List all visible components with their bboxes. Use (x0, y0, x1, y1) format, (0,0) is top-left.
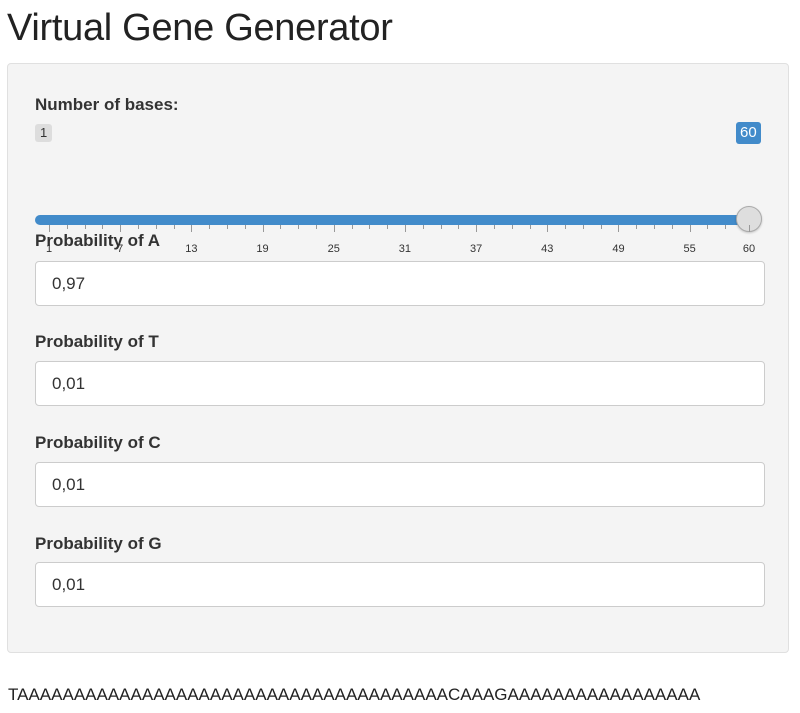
slider-major-tick (262, 225, 264, 232)
slider-minor-tick (84, 225, 86, 229)
bases-slider[interactable]: 1 60 1 7 13 19 25 31 37 43 49 55 60 (35, 122, 765, 255)
slider-minor-tick (137, 225, 139, 229)
gene-sequence-output: TAAAAAAAAAAAAAAAAAAAAAAAAAAAAAAAAAAAAAAC… (8, 685, 701, 704)
slider-minor-tick (298, 225, 300, 229)
slider-tick-label: 31 (398, 243, 412, 255)
slider-minor-tick (600, 225, 602, 229)
bases-slider-label: Number of bases: (35, 95, 179, 114)
input-panel: Number of bases: 1 60 1 7 13 19 25 31 37 43 49 55… (7, 63, 789, 653)
prob-c-input[interactable] (35, 462, 765, 507)
prob-g-label: Probability of G (35, 534, 162, 553)
page-title: Virtual Gene Generator (7, 7, 393, 49)
slider-minor-tick (636, 225, 638, 229)
slider-minor-tick (173, 225, 175, 229)
slider-tick-label: 1 (45, 243, 53, 255)
slider-tick-label: 37 (469, 243, 483, 255)
slider-major-tick (333, 225, 335, 232)
slider-major-tick (618, 225, 620, 232)
slider-minor-tick (707, 225, 709, 229)
slider-major-tick (49, 225, 50, 232)
prob-a-input[interactable] (35, 261, 765, 306)
prob-t-input[interactable] (35, 361, 765, 406)
slider-tick-label: 60 (742, 243, 756, 255)
slider-minor-tick (725, 225, 727, 229)
slider-minor-tick (458, 225, 460, 229)
slider-minor-tick (582, 225, 584, 229)
slider-minor-tick (226, 225, 228, 229)
slider-minor-tick (671, 225, 673, 229)
slider-value-badge: 60 (736, 122, 761, 144)
slider-minor-tick (280, 225, 282, 229)
slider-minor-tick (654, 225, 656, 229)
slider-major-tick (191, 225, 193, 232)
prob-g-input[interactable] (35, 562, 765, 607)
slider-minor-tick (209, 225, 211, 229)
prob-t-label: Probability of T (35, 332, 159, 351)
slider-tick-label: 43 (541, 243, 554, 255)
slider-major-tick (404, 225, 406, 232)
slider-minor-tick (529, 225, 531, 229)
slider-minor-tick (244, 225, 246, 229)
slider-minor-tick (315, 225, 317, 229)
prob-c-label: Probability of C (35, 433, 161, 452)
slider-minor-tick (440, 225, 442, 229)
slider-minor-tick (422, 225, 424, 229)
slider-tick-label: 55 (683, 243, 696, 255)
slider-major-tick (689, 225, 691, 232)
slider-minor-tick (511, 225, 513, 229)
slider-tick-label: 19 (256, 243, 269, 255)
slider-minor-tick (351, 225, 353, 229)
slider-minor-tick (493, 225, 495, 229)
slider-minor-tick (387, 225, 389, 229)
slider-track-fill[interactable] (35, 215, 749, 225)
slider-major-tick (749, 225, 750, 232)
slider-major-tick (476, 225, 478, 232)
slider-ticks: 1 7 13 19 25 31 37 43 49 55 60 (35, 225, 765, 265)
slider-minor-tick (565, 225, 567, 229)
slider-major-tick (547, 225, 549, 232)
slider-minor-tick (369, 225, 371, 229)
slider-minor-tick (66, 225, 68, 229)
slider-min-badge: 1 (35, 124, 53, 142)
slider-tick-label: 7 (117, 243, 124, 255)
slider-minor-tick (155, 225, 157, 229)
slider-major-tick (120, 225, 122, 232)
slider-tick-label: 13 (185, 243, 198, 255)
slider-minor-tick (102, 225, 104, 229)
slider-tick-label: 49 (612, 243, 625, 255)
prob-a-label: Probability of A (35, 231, 160, 250)
slider-tick-label: 25 (327, 243, 340, 255)
